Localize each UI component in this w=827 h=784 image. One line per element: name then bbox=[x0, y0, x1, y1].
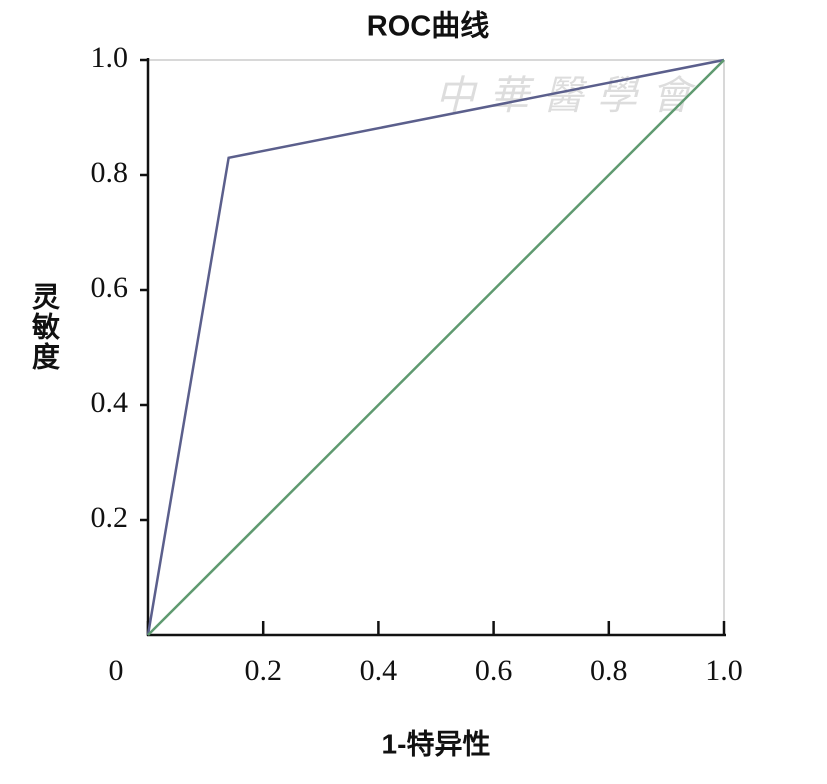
series-line bbox=[147, 59, 725, 636]
x-tick-label: 0.4 bbox=[360, 654, 398, 687]
y-tick-label: 0.2 bbox=[91, 501, 129, 534]
y-tick-label: 0.6 bbox=[91, 271, 129, 304]
watermark: 中華醫學會 bbox=[435, 73, 705, 118]
x-axis-label: 1-特异性 bbox=[382, 728, 491, 759]
chart-title: ROC曲线 bbox=[367, 10, 489, 43]
series-line bbox=[146, 58, 725, 636]
x-tick-label: 0.8 bbox=[590, 654, 628, 687]
y-tick-label: 1.0 bbox=[91, 41, 129, 74]
y-tick-label: 0.8 bbox=[91, 156, 129, 189]
x-tick-label: 1.0 bbox=[705, 654, 743, 687]
y-tick-label: 0.4 bbox=[91, 386, 129, 419]
x-tick-label: 0 bbox=[109, 654, 124, 687]
x-tick-label: 0.6 bbox=[475, 654, 513, 687]
x-tick-label: 0.2 bbox=[244, 654, 282, 687]
y-axis-label: 灵敏度 bbox=[29, 282, 60, 372]
